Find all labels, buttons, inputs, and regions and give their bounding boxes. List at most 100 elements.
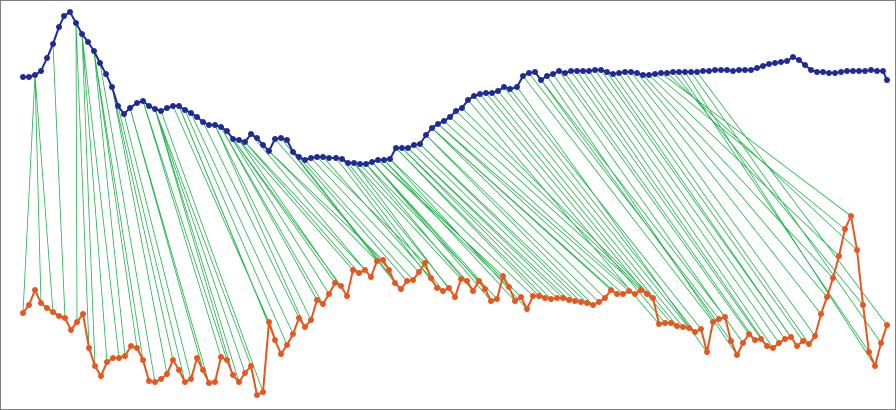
connection-line [690,71,882,344]
connection-line [419,143,588,304]
connection-line [528,72,720,320]
top-series-point [170,103,176,109]
top-series-point [351,160,357,166]
connection-line [377,159,504,277]
bottom-series-point [512,298,518,304]
bottom-series-point [596,299,602,305]
top-series-point [465,97,471,103]
bottom-series-point [278,351,284,357]
connection-line [75,22,90,349]
bottom-series-point [680,324,686,330]
connection-line [582,70,774,349]
connection-line [160,110,264,393]
top-series-point [820,69,826,75]
top-series-point [580,68,586,74]
bottom-series-point [830,275,836,281]
bottom-series-point [50,309,56,315]
top-series-point [760,63,766,69]
connection-line [371,161,492,302]
connection-line [214,124,306,328]
bottom-series-point [236,379,242,385]
connection-line [546,75,738,356]
bottom-series-point [644,291,650,297]
top-series-point [646,72,652,78]
connection-line [618,72,810,345]
connection-line [437,123,624,295]
connection-line [99,62,156,383]
bottom-series-point [86,345,92,351]
top-series-point [429,125,435,131]
top-series-point [862,68,868,74]
top-series-point [778,59,784,65]
top-series-point [393,145,399,151]
bottom-series-point [692,329,698,335]
top-series-point [814,69,820,75]
bottom-series-point [446,285,452,291]
bottom-series-point [566,297,572,303]
top-series-point [260,142,266,148]
bottom-series-point [788,334,794,340]
bottom-series-point [608,287,614,293]
bottom-series-point [302,324,308,330]
connection-line [437,123,630,292]
bottom-series-point [20,310,26,316]
top-series-point [158,108,164,114]
top-series-point [694,69,700,75]
bottom-series-point [878,340,884,346]
connection-line [142,100,222,358]
top-series-point [152,106,158,112]
connection-line [425,134,600,303]
connection-line [467,99,660,325]
connection-line [154,108,246,374]
bottom-series-point [740,340,746,346]
connection-line [142,100,228,361]
top-series-point [97,60,103,66]
top-series-point [164,105,170,111]
top-series-point [284,137,290,143]
bottom-series-point [368,274,374,280]
connection-line [678,71,870,353]
bottom-series-point [656,321,662,327]
top-series-point [115,103,121,109]
bottom-series-point [518,294,524,300]
bottom-series-point [254,392,260,398]
bottom-series-point [350,267,356,273]
bottom-series-point [110,355,116,361]
connection-line [485,92,678,327]
bottom-series-point [506,284,512,290]
top-series-point [56,24,62,30]
connection-line [540,79,732,342]
top-series-point [850,68,856,74]
bottom-series-point [494,296,500,302]
connection-line [401,147,552,300]
bottom-series-point [290,331,296,337]
connection-line [630,71,822,315]
top-series-point [562,70,568,76]
top-series-point [718,67,724,73]
top-series-point [550,71,556,77]
connection-line [522,75,714,323]
bottom-series-point [686,325,692,331]
bottom-series-point [32,287,38,293]
top-series-point [194,114,200,120]
bottom-series-point [134,345,140,351]
top-series-point [520,73,526,79]
top-series-point [212,122,218,128]
top-series-point [724,67,730,73]
bottom-series-point [188,376,194,382]
connection-line [431,127,618,295]
top-series-point [640,72,646,78]
connection-line [395,147,540,297]
connection-line [419,143,582,303]
bottom-series-point [776,340,782,346]
bottom-series-point [266,319,272,325]
bottom-series-point [710,319,716,325]
bottom-series-point [98,373,104,379]
bottom-series-point [734,352,740,358]
top-series-point [634,70,640,76]
top-series-point [103,71,109,77]
connection-line [473,95,666,324]
top-series-point [748,67,754,73]
connection-line [413,144,576,302]
bottom-series-point [338,283,344,289]
